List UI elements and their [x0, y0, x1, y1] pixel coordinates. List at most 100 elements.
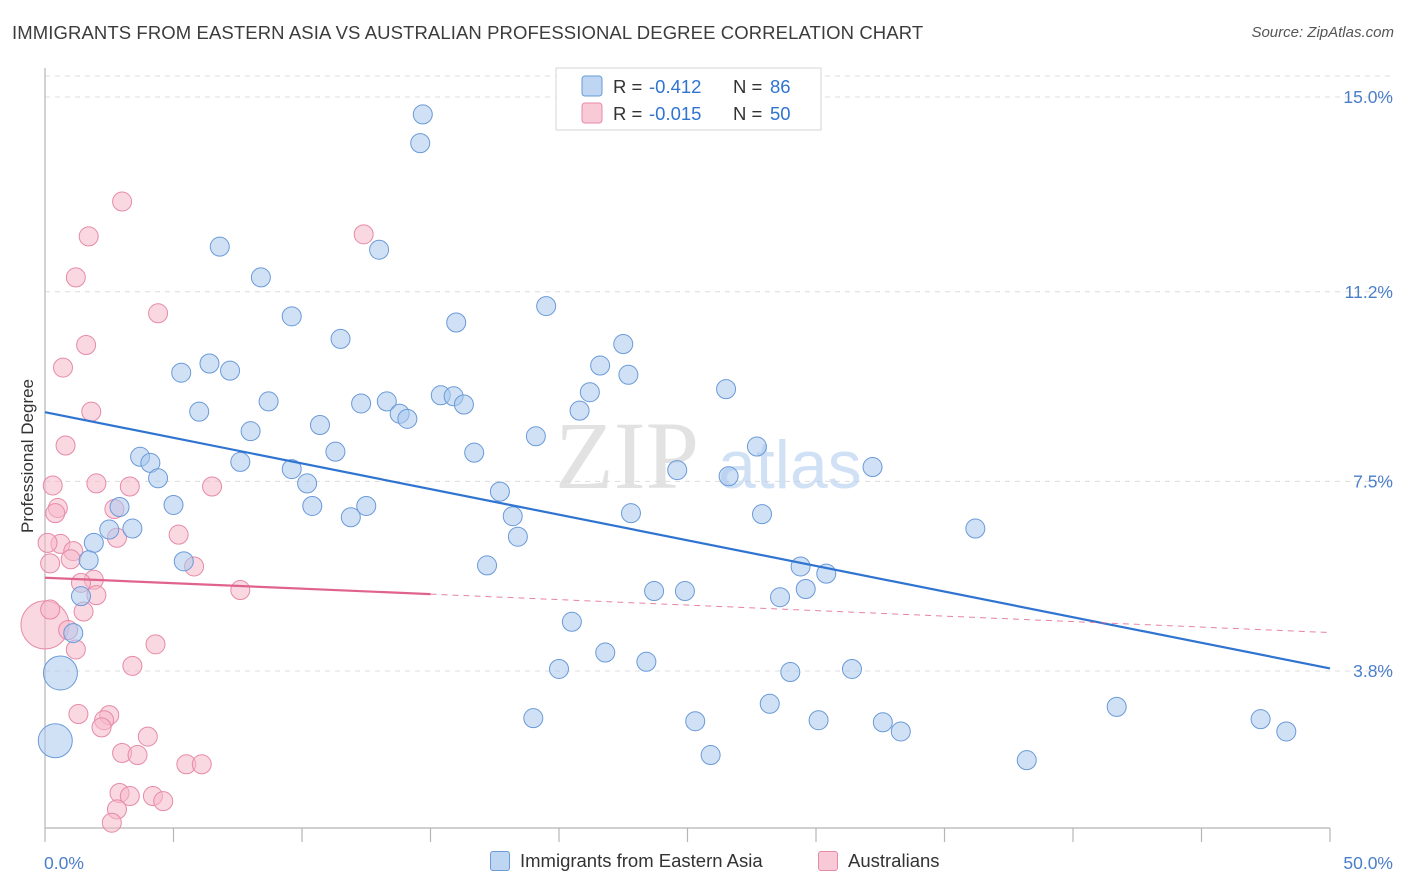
eastern-asia-point-48	[340, 507, 361, 528]
stats-n-label-blue: N =	[733, 76, 762, 97]
eastern-asia-point-18	[351, 393, 372, 414]
eastern-asia-point-50	[752, 504, 773, 525]
australians-point-33	[122, 655, 143, 676]
australians-point-0	[112, 191, 133, 212]
australians-point-38	[137, 726, 158, 747]
eastern-asia-point-57	[173, 551, 194, 572]
stats-r-value-blue: -0.412	[649, 76, 701, 97]
stats-n-value-pink: 50	[770, 103, 791, 124]
eastern-asia-point-23	[569, 400, 590, 421]
eastern-asia-point-46	[109, 497, 130, 517]
legend-swatch-pink	[818, 851, 838, 871]
eastern-asia-point-58	[477, 555, 498, 576]
eastern-asia-point-24	[189, 401, 210, 422]
eastern-asia-point-12	[220, 360, 241, 381]
eastern-asia-point-54	[507, 526, 528, 547]
stats-n-value-blue: 86	[770, 76, 791, 97]
y-tick-label-0: 3.8%	[1353, 661, 1393, 681]
legend-item-eastern-asia[interactable]: Immigrants from Eastern Asia	[490, 850, 763, 872]
australians-point-1	[353, 224, 374, 245]
eastern-asia-point-15	[258, 391, 279, 412]
eastern-asia-point-28	[240, 421, 261, 442]
eastern-asia-point-66	[561, 611, 582, 632]
eastern-asia-points	[37, 104, 1297, 771]
australians-point-37	[91, 717, 112, 738]
eastern-asia-point-53	[965, 518, 986, 539]
australians-point-6	[52, 357, 73, 378]
eastern-asia-point-47	[502, 506, 523, 527]
australians-point-12	[42, 475, 63, 496]
eastern-asia-point-55	[83, 532, 104, 553]
eastern-asia-point-79	[872, 712, 893, 733]
stats-r-label-pink: R =	[613, 103, 642, 124]
eastern-asia-point-59	[790, 556, 811, 577]
eastern-asia-point-81	[1250, 709, 1271, 730]
australians-point-44	[119, 786, 140, 807]
eastern-asia-point-44	[302, 495, 323, 516]
eastern-asia-point-80	[890, 721, 911, 742]
eastern-asia-point-75	[1106, 696, 1127, 717]
eastern-asia-point-62	[644, 581, 665, 602]
australians-point-48	[101, 812, 122, 833]
eastern-asia-point-30	[746, 436, 767, 457]
eastern-asia-point-45	[356, 495, 377, 516]
eastern-asia-point-83	[37, 723, 73, 759]
eastern-asia-point-14	[618, 364, 639, 385]
eastern-asia-point-7	[446, 312, 467, 333]
trend-line-australians-extension	[430, 593, 1331, 634]
stats-swatch-pink	[581, 102, 603, 124]
eastern-asia-point-19	[376, 391, 397, 412]
australians-point-7	[81, 401, 102, 422]
eastern-asia-point-42	[489, 481, 510, 502]
australians-point-2	[78, 226, 99, 247]
eastern-asia-point-67	[63, 623, 84, 644]
eastern-asia-point-52	[122, 518, 143, 539]
eastern-asia-point-8	[330, 328, 351, 349]
eastern-asia-point-38	[718, 466, 739, 487]
eastern-asia-point-22	[579, 382, 600, 403]
stats-legend: R = -0.412 N = 86 R = -0.015 N = 50	[555, 67, 822, 131]
eastern-asia-point-36	[281, 459, 302, 480]
eastern-asia-point-32	[464, 442, 485, 463]
eastern-asia-point-9	[613, 334, 634, 355]
australians-point-9	[86, 473, 107, 494]
eastern-asia-point-76	[523, 708, 544, 729]
stats-r-value-pink: -0.015	[649, 103, 701, 124]
eastern-asia-point-35	[230, 451, 251, 472]
australians-point-10	[119, 476, 140, 497]
eastern-asia-point-26	[397, 408, 418, 429]
australians-point-4	[148, 303, 169, 324]
stats-n-label-pink: N =	[733, 103, 762, 124]
x-tick-label-min: 0.0%	[44, 853, 84, 873]
eastern-asia-point-1	[410, 133, 431, 154]
australians-point-11	[202, 476, 223, 497]
eastern-asia-point-20	[453, 394, 474, 415]
eastern-asia-point-84	[700, 745, 721, 766]
eastern-asia-point-63	[674, 581, 695, 602]
eastern-asia-point-40	[148, 468, 169, 489]
eastern-asia-point-27	[309, 415, 330, 435]
eastern-asia-point-13	[590, 355, 611, 376]
australians-point-3	[65, 267, 86, 288]
australians-point-31	[145, 634, 166, 655]
zipatlas-watermark: ZIP atlas	[555, 402, 862, 509]
stats-swatch-blue	[581, 75, 603, 97]
australians-point-34	[68, 704, 89, 725]
eastern-asia-point-70	[549, 658, 569, 679]
eastern-asia-point-85	[1016, 750, 1037, 771]
y-tick-label-2: 11.2%	[1345, 282, 1393, 302]
australians-point-8	[55, 435, 76, 456]
eastern-asia-point-49	[620, 503, 641, 524]
eastern-asia-point-37	[667, 460, 688, 481]
eastern-asia-point-4	[250, 267, 271, 288]
watermark-atlas: atlas	[718, 427, 862, 503]
australians-point-21	[60, 549, 81, 570]
eastern-asia-point-5	[536, 296, 557, 317]
y-axis-label: Professional Degree	[18, 379, 37, 533]
legend-item-australians[interactable]: Australians	[818, 850, 940, 872]
eastern-asia-point-51	[99, 519, 120, 540]
x-tick-label-max: 50.0%	[1343, 853, 1393, 873]
y-tick-label-1: 7.5%	[1353, 471, 1393, 491]
y-tick-label-3: 15.0%	[1343, 87, 1393, 107]
